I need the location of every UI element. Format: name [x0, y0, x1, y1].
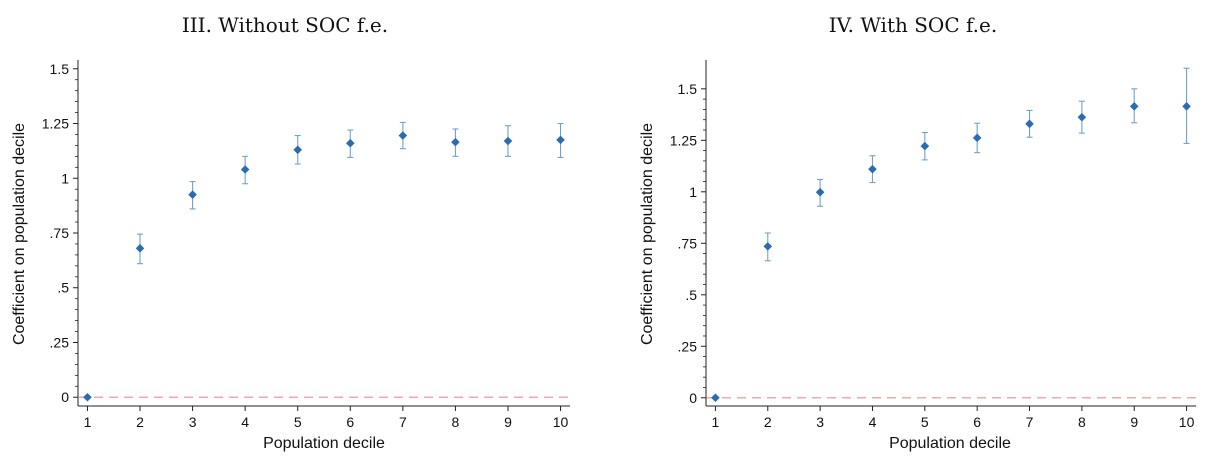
x-tick-label: 8 — [452, 414, 460, 430]
x-tick-label: 5 — [294, 414, 302, 430]
data-point — [240, 165, 250, 174]
x-tick-label: 9 — [1130, 414, 1138, 430]
y-tick-label: 1.5 — [50, 61, 70, 77]
data-point — [972, 133, 982, 143]
y-tick-label: .25 — [678, 338, 698, 354]
data-point — [135, 244, 145, 253]
x-tick-label: 3 — [189, 414, 197, 430]
data-point — [1182, 102, 1191, 111]
y-tick-label: 1.25 — [670, 132, 697, 148]
data-point — [711, 393, 720, 403]
plot-area: 0 .25 .5 .75 1 1.25 1.5 1 2 3 4 5 6 7 8 9 10 — [670, 60, 1196, 430]
data-point — [920, 141, 930, 151]
data-point — [503, 136, 513, 146]
y-axis-label: Coefficient on population decile — [11, 123, 28, 345]
x-tick-label: 2 — [764, 414, 772, 430]
x-tick-label: 9 — [504, 414, 512, 430]
x-tick-label: 3 — [816, 414, 824, 430]
y-tick-label: .5 — [57, 280, 69, 296]
data-point — [1025, 119, 1034, 129]
x-tick-label: 10 — [1179, 414, 1195, 430]
data-point — [293, 145, 303, 155]
x-tick-label: 10 — [553, 414, 569, 430]
x-tick-label: 1 — [84, 414, 92, 430]
y-tick-label: .75 — [50, 225, 70, 241]
data-point — [815, 187, 825, 197]
x-tick-label: 8 — [1078, 414, 1086, 430]
y-tick-label: 1 — [61, 170, 69, 186]
data-point — [556, 135, 565, 145]
data-point — [188, 190, 197, 199]
x-tick-label: 7 — [399, 414, 407, 430]
x-tick-label: 6 — [973, 414, 981, 430]
y-tick-label: .5 — [685, 287, 697, 303]
data-point — [763, 242, 773, 251]
data-point — [83, 392, 92, 402]
y-tick-label: 1.5 — [678, 81, 698, 97]
y-tick-label: 0 — [61, 389, 69, 405]
data-point — [345, 138, 355, 148]
x-tick-label: 4 — [241, 414, 249, 430]
y-tick-label: .75 — [678, 235, 698, 251]
chart-panel-without-soc: III. Without SOC f.e. Coefficient on pop… — [11, 13, 570, 452]
data-point — [868, 164, 877, 174]
x-axis-label: Population decile — [889, 435, 1011, 452]
chart-panel-with-soc: IV. With SOC f.e. Coefficient on populat… — [639, 13, 1196, 452]
x-tick-label: 1 — [712, 414, 720, 430]
data-point — [1077, 112, 1087, 122]
data-point — [451, 137, 460, 147]
x-axis-label: Population decile — [263, 435, 385, 452]
x-tick-label: 2 — [136, 414, 144, 430]
data-point — [1129, 102, 1139, 111]
plot-area: 0 .25 .5 .75 1 1.25 1.5 1 2 3 4 5 6 7 8 9 10 — [42, 60, 570, 430]
x-tick-label: 7 — [1026, 414, 1034, 430]
data-point — [398, 131, 408, 140]
x-tick-label: 4 — [869, 414, 877, 430]
y-tick-label: .25 — [50, 334, 70, 350]
x-tick-label: 6 — [346, 414, 354, 430]
y-tick-label: 1.25 — [42, 116, 69, 132]
x-tick-label: 5 — [921, 414, 929, 430]
chart-title: III. Without SOC f.e. — [182, 13, 388, 37]
y-tick-label: 0 — [689, 390, 697, 406]
chart-title: IV. With SOC f.e. — [829, 13, 997, 37]
y-axis-label: Coefficient on population decile — [639, 123, 656, 345]
y-tick-label: 1 — [689, 184, 697, 200]
